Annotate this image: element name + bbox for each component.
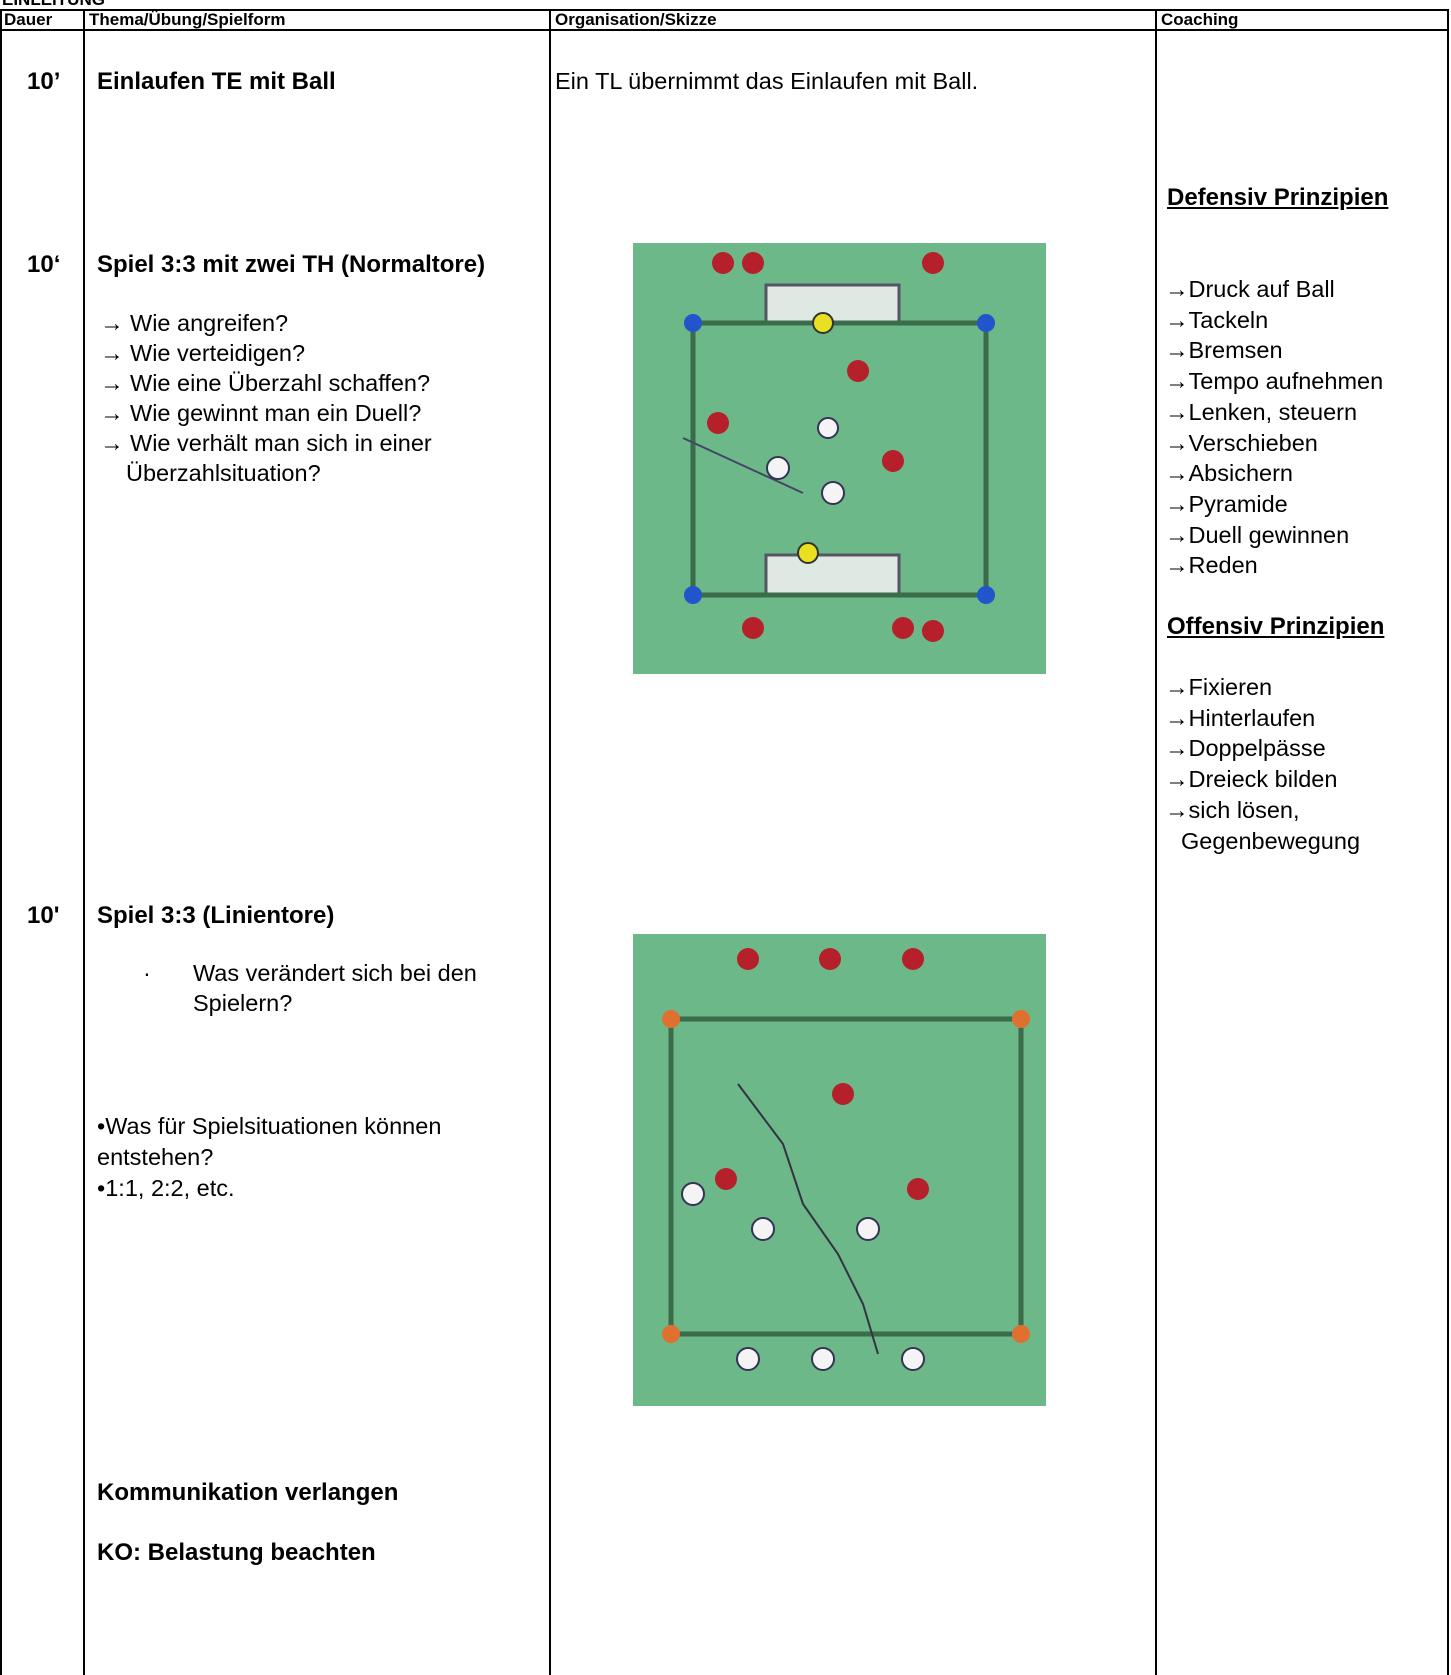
question: Überzahlsituation? [126,460,321,486]
coaching-item: →sich lösen, [1165,796,1300,823]
topic: Spiel 3:3 mit zwei TH (Normaltore) [97,251,486,278]
coaching-item: →Doppelpässe [1165,735,1326,762]
duration: 10’ [27,68,61,95]
question: → Wie gewinnt man ein Duell? [100,400,422,426]
table-border [1155,9,1157,1675]
coaching-item: →Duell gewinnen [1165,521,1350,548]
coaching-item: →Absichern [1165,460,1293,487]
column-header: Thema/Übung/Spielform [89,10,286,29]
table-border [0,29,1449,31]
question: → Wie verhält man sich in einer [100,430,432,456]
sketch-normal-goals [633,243,1046,674]
topic: Einlaufen TE mit Ball [97,68,336,95]
duration: 10' [27,902,60,929]
coaching-item: →Verschieben [1165,429,1318,456]
column-header: Dauer [4,10,53,29]
question: → Wie angreifen? [100,310,289,336]
remark: Kommunikation verlangen [97,1479,399,1506]
coaching-item: →Fixieren [1165,674,1273,700]
coaching-item: →Dreieck bilden [1165,766,1338,793]
coaching-item: →Reden [1165,552,1258,579]
bullet: · [143,960,151,986]
question: Was verändert sich bei den [193,960,477,986]
note: •1:1, 2:2, etc. [97,1175,235,1201]
table-border [1447,9,1449,1675]
coaching-item: →Hinterlaufen [1165,704,1316,731]
duration: 10‘ [27,251,61,278]
coaching-title: Offensiv Prinzipien [1167,613,1385,640]
table-border [83,9,85,1675]
coaching-item: →Bremsen [1165,337,1283,364]
topic: Spiel 3:3 (Linientore) [97,902,335,929]
question: → Wie eine Überzahl schaffen? [100,370,431,396]
note: entstehen? [97,1144,214,1170]
column-header: Organisation/Skizze [555,10,717,29]
coaching-item: →Pyramide [1165,490,1288,517]
note: •Was für Spielsituationen können [97,1113,442,1139]
coaching-item: →Tackeln [1165,306,1269,333]
coaching-item: →Lenken, steuern [1165,398,1358,425]
coaching-item: →Druck auf Ball [1165,276,1335,302]
coaching-item: →Tempo aufnehmen [1165,368,1384,395]
column-header: Coaching [1161,10,1239,29]
coaching-item: Gegenbewegung [1181,827,1361,854]
question: Spielern? [193,990,293,1016]
table-border [549,9,551,1675]
question: → Wie verteidigen? [100,340,306,366]
sketch-line-goals [633,934,1046,1406]
table-border [0,9,2,1675]
section-title: EINLEITUNG [2,0,105,10]
organisation: Ein TL übernimmt das Einlaufen mit Ball. [555,68,979,94]
remark: KO: Belastung beachten [97,1539,376,1566]
table-border [0,9,1449,11]
coaching-title: Defensiv Prinzipien [1167,184,1389,211]
